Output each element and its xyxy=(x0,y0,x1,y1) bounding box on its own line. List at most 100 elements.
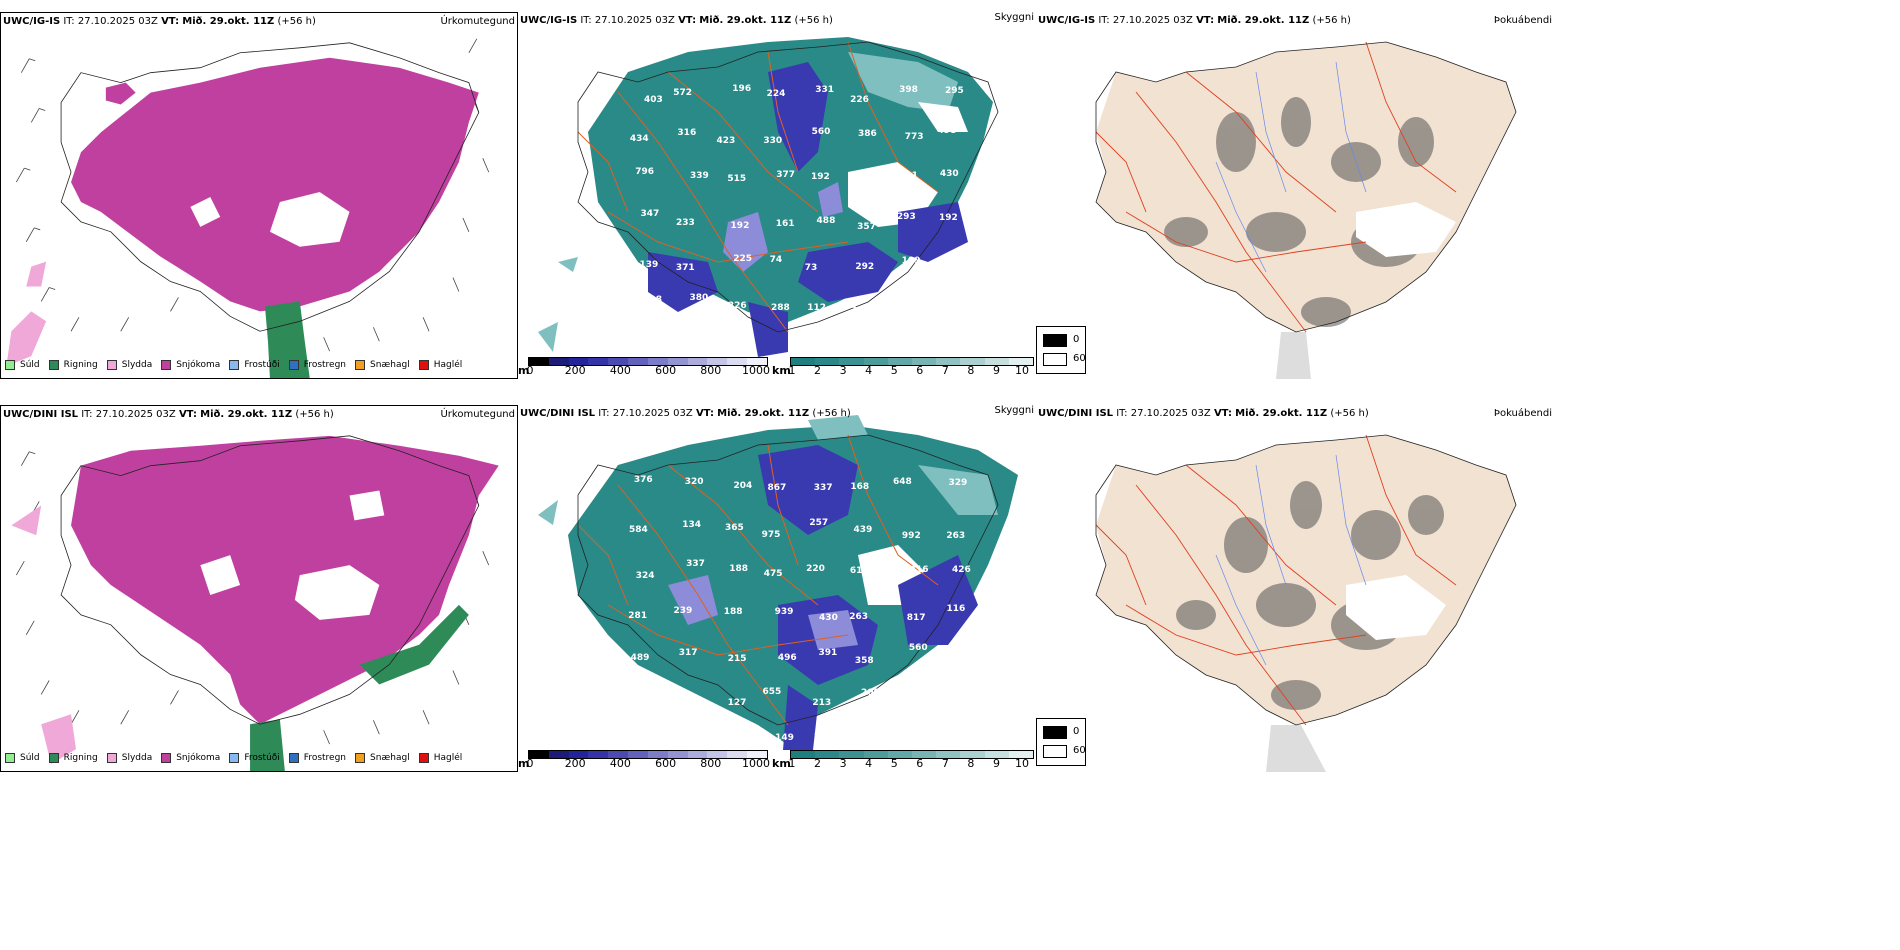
legend-swatch xyxy=(229,753,240,763)
colorbar-segment xyxy=(707,751,728,758)
cloud-base-value: 655 xyxy=(762,686,782,697)
cloud-base-value: 337 xyxy=(813,483,833,494)
legend-item: Snæhagl xyxy=(355,753,410,763)
snow-area xyxy=(71,57,479,312)
colorbar-segment xyxy=(912,751,937,758)
colorbar-tick: 9 xyxy=(992,364,1000,377)
precip-type-map-bottom xyxy=(11,435,499,771)
colorbar-segment xyxy=(791,358,816,365)
cloud-base-value: 225 xyxy=(733,254,753,265)
legend-item: Súld xyxy=(5,360,40,370)
colorbar-tick: 600 xyxy=(655,757,677,770)
cloud-base-value: 204 xyxy=(733,480,753,491)
legend-item: Snjókoma xyxy=(161,360,220,370)
cloud-base-value: 324 xyxy=(635,570,655,581)
colorbar-tick: 10 xyxy=(1015,757,1029,770)
legend-item: Haglél xyxy=(418,360,462,370)
colorbar-segment xyxy=(687,751,708,758)
cloud-base-value: 320 xyxy=(684,476,704,487)
colorbar-tick: 9 xyxy=(992,757,1000,770)
cloud-visibility-map-bottom xyxy=(538,415,1018,750)
cloud-base-value: 137 xyxy=(628,731,647,742)
legend-label: Frostúði xyxy=(244,360,280,370)
colorbar-tick: 1 xyxy=(788,757,796,770)
cloud-base-value: 619 xyxy=(849,565,869,576)
cloud-base-value: 867 xyxy=(767,482,787,493)
legend-item: Snæhagl xyxy=(355,360,410,370)
cloud-base-value: 293 xyxy=(896,212,916,223)
legend-label: Haglél xyxy=(433,753,463,763)
cloud-base-value: 515 xyxy=(727,174,747,185)
panel-header-bottom-2: UWC/DINI ISL IT: 27.10.2025 03Z VT: Mið.… xyxy=(520,408,851,419)
colorbar-tick: 200 xyxy=(564,757,586,770)
cloud-base-value: 93 xyxy=(635,740,649,750)
legend-label: Frostregn xyxy=(303,360,347,370)
cloud-base-value: 196 xyxy=(732,83,752,94)
colorbar-tick: 6 xyxy=(916,757,924,770)
legend-item: Frostregn xyxy=(288,753,346,763)
legend-label: Súld xyxy=(20,360,40,370)
colorbar-segment xyxy=(548,358,569,365)
fog-panel-bottom: UWC/DINI ISL IT: 27.10.2025 03Z VT: Mið.… xyxy=(1036,405,1554,772)
cloud-base-value: 116 xyxy=(946,603,966,614)
cloud-base-value: 611 xyxy=(899,171,918,182)
cloud-base-value: 773 xyxy=(904,132,924,143)
colorbar-tick: 1 xyxy=(788,364,796,377)
legend-label: Rigning xyxy=(63,753,98,763)
fog-key-bottom: 0 60 xyxy=(1036,718,1086,766)
cloud-base-colorbar-bottom: m 0 200 400 600 800 1000 xyxy=(518,750,770,774)
cloud-base-value: 224 xyxy=(766,89,786,99)
cloud-base-value: 468 xyxy=(854,177,874,188)
cloud-base-value: 122 xyxy=(629,697,649,708)
legend-label: Snæhagl xyxy=(370,360,410,370)
cloud-base-value: 415 xyxy=(863,728,883,739)
legend-label: Snjókoma xyxy=(176,360,221,370)
colorbar-segment xyxy=(548,751,569,758)
colorbar-segment xyxy=(647,751,668,758)
panel-header-top-2: UWC/IG-IS IT: 27.10.2025 03Z VT: Mið. 29… xyxy=(520,15,833,26)
road-network xyxy=(1095,434,1457,726)
colorbar-segment xyxy=(667,358,688,365)
cloud-base-value: 498 xyxy=(937,126,957,137)
precip-legend-bottom: Súld Rigning Slydda Snjókoma Frostúði Frostre… xyxy=(5,749,471,767)
cloud-base-value: 796 xyxy=(635,166,654,177)
cloud-base-value: 430 xyxy=(939,168,959,179)
cloud-base-value: 192 xyxy=(810,172,830,183)
colorbar-segment xyxy=(687,358,708,365)
colorbar-tick: 5 xyxy=(890,364,898,377)
cloud-base-value: 403 xyxy=(644,94,663,105)
cloud-base-value: 134 xyxy=(682,520,702,531)
cloud-base-value: 295 xyxy=(944,85,964,96)
cloud-base-value: 377 xyxy=(776,169,796,180)
colorbar-segment xyxy=(707,358,728,365)
cloud-base-value: 434 xyxy=(629,134,649,145)
cloud-base-value: 292 xyxy=(855,261,875,272)
cloud-base-value: 560 xyxy=(908,643,928,654)
field-name-fog-bottom: Þokuábendi xyxy=(1493,408,1552,419)
legend-swatch xyxy=(48,360,59,370)
cloud-base-value: 426 xyxy=(952,564,971,575)
fog-key-top: 0 60 xyxy=(1036,326,1086,374)
colorbar-segment xyxy=(1008,751,1034,758)
legend-item: Frostregn xyxy=(288,360,347,370)
legend-item: Slydda xyxy=(106,360,152,370)
colorbar-tick: 10 xyxy=(1015,364,1029,377)
colorbar-tick: 800 xyxy=(700,364,722,377)
cloud-base-value: 168 xyxy=(850,481,870,492)
cloud-base-value: 215 xyxy=(727,653,747,664)
colorbar-segment xyxy=(863,358,888,365)
cloud-base-value: 975 xyxy=(761,530,781,541)
legend-item: Haglél xyxy=(418,753,463,763)
legend-item: Rigning xyxy=(48,360,98,370)
colorbar-tick: 0 xyxy=(526,757,534,770)
cloud-base-value: 430 xyxy=(819,612,838,623)
cloud-base-value: 572 xyxy=(673,87,693,98)
colorbar-segment xyxy=(588,751,609,758)
colorbar-segment xyxy=(887,751,913,758)
cloud-base-value: 233 xyxy=(675,218,695,229)
colorbar-segment xyxy=(628,358,648,365)
colorbar-tick: 2 xyxy=(814,364,822,377)
panel-header-top-3: UWC/IG-IS IT: 27.10.2025 03Z VT: Mið. 29… xyxy=(1038,15,1351,26)
legend-label: Frostúði xyxy=(244,753,280,763)
fog-key-swatch-0 xyxy=(1043,726,1067,739)
